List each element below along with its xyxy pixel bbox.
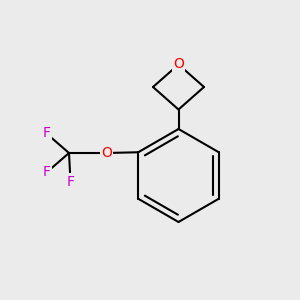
Text: F: F xyxy=(67,175,74,188)
Text: F: F xyxy=(43,166,50,179)
Text: F: F xyxy=(43,127,50,140)
Text: O: O xyxy=(101,146,112,160)
Text: O: O xyxy=(173,58,184,71)
